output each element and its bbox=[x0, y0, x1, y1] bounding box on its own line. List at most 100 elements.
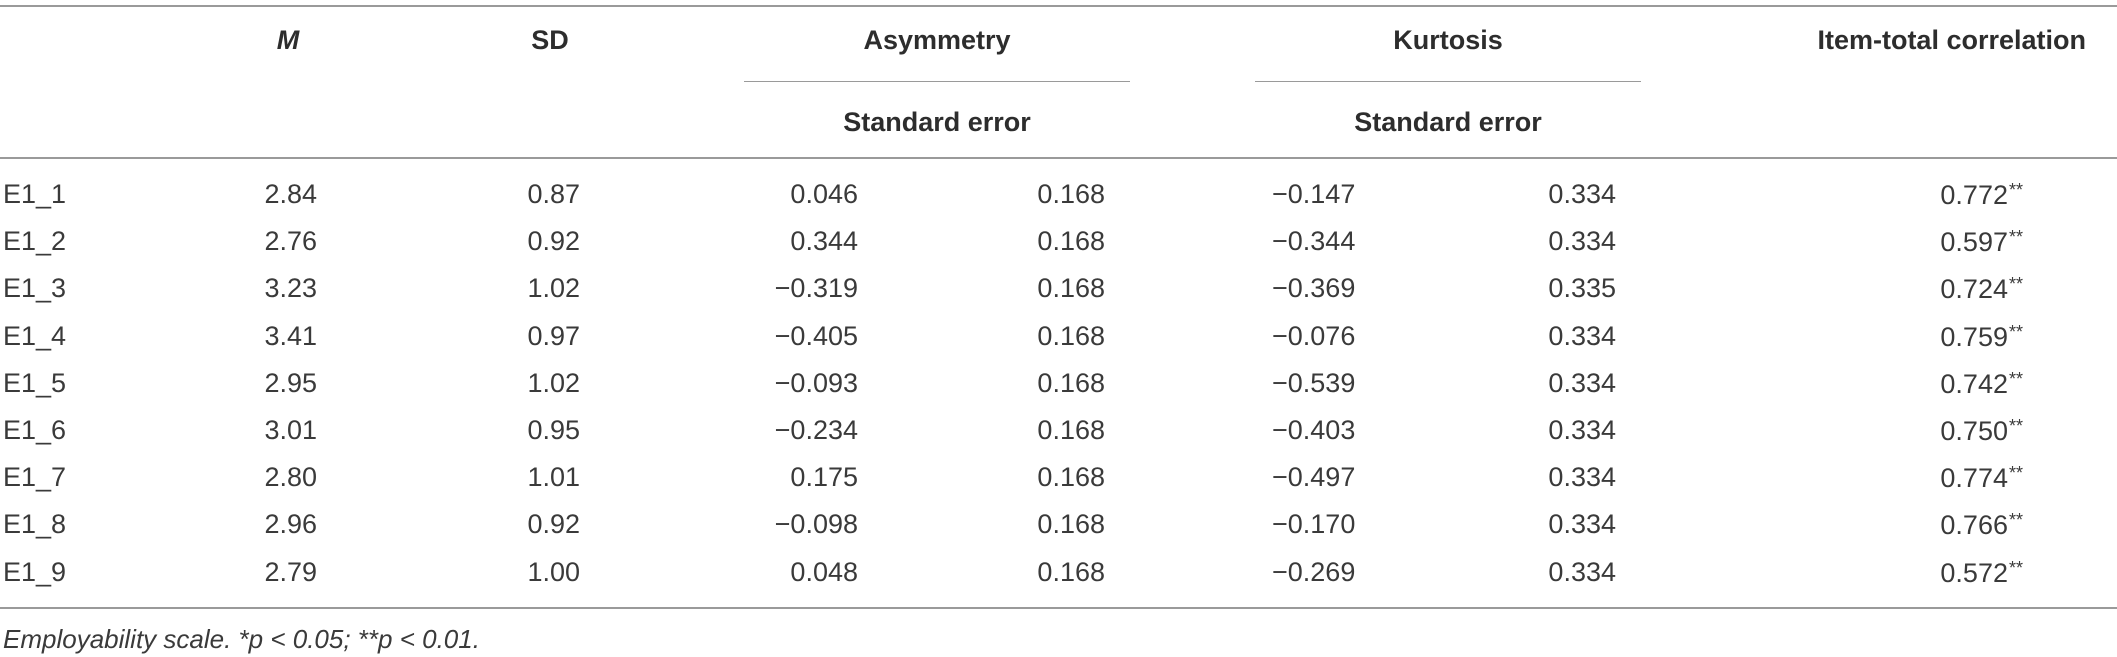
bottom-rule bbox=[0, 607, 2117, 609]
cell-item: E1_8 bbox=[3, 509, 67, 539]
top-rule bbox=[0, 5, 2117, 7]
cell-kurtosis-se: 0.334 bbox=[1548, 179, 1616, 209]
cell-kurtosis-se: 0.334 bbox=[1548, 226, 1616, 256]
cell-kurtosis-se: 0.334 bbox=[1548, 557, 1616, 587]
cell-asymmetry-se: 0.168 bbox=[1037, 509, 1105, 539]
header-sd: SD bbox=[531, 25, 569, 55]
header-kurtosis-standard-error: Standard error bbox=[1354, 107, 1542, 137]
cell-kurtosis-se: 0.335 bbox=[1548, 273, 1616, 303]
cell-sd: 0.87 bbox=[527, 179, 580, 209]
cell-item-total-correlation: 0.742** bbox=[1783, 370, 2023, 398]
cell-kurtosis: −0.170 bbox=[1272, 509, 1356, 539]
cell-asymmetry: −0.093 bbox=[774, 368, 858, 398]
asymmetry-underline bbox=[744, 81, 1130, 82]
cell-item-total-correlation: 0.724** bbox=[1783, 275, 2023, 303]
cell-m: 2.76 bbox=[264, 226, 317, 256]
kurtosis-underline bbox=[1255, 81, 1641, 82]
cell-asymmetry: −0.098 bbox=[774, 509, 858, 539]
significance-marker: ** bbox=[2008, 227, 2023, 247]
cell-item: E1_7 bbox=[3, 462, 67, 492]
cell-kurtosis-se: 0.334 bbox=[1548, 368, 1616, 398]
cell-asymmetry: −0.405 bbox=[774, 321, 858, 351]
cell-item: E1_9 bbox=[3, 557, 67, 587]
header-m: M bbox=[276, 25, 300, 55]
cell-kurtosis: −0.344 bbox=[1272, 226, 1356, 256]
cell-kurtosis: −0.539 bbox=[1272, 368, 1356, 398]
cell-item-total-correlation: 0.772** bbox=[1783, 181, 2023, 209]
cell-asymmetry: 0.175 bbox=[790, 462, 858, 492]
cell-kurtosis-se: 0.334 bbox=[1548, 415, 1616, 445]
cell-sd: 1.02 bbox=[527, 273, 580, 303]
correlation-value: 0.772 bbox=[1940, 180, 2008, 210]
significance-marker: ** bbox=[2008, 369, 2023, 389]
cell-kurtosis-se: 0.334 bbox=[1548, 462, 1616, 492]
cell-item: E1_2 bbox=[3, 226, 67, 256]
cell-kurtosis: −0.076 bbox=[1272, 321, 1356, 351]
cell-m: 2.84 bbox=[264, 179, 317, 209]
cell-kurtosis: −0.269 bbox=[1272, 557, 1356, 587]
cell-item-total-correlation: 0.750** bbox=[1783, 417, 2023, 445]
header-asymmetry-standard-error: Standard error bbox=[843, 107, 1031, 137]
cell-asymmetry: 0.046 bbox=[790, 179, 858, 209]
significance-marker: ** bbox=[2008, 416, 2023, 436]
cell-sd: 1.00 bbox=[527, 557, 580, 587]
cell-kurtosis-se: 0.334 bbox=[1548, 509, 1616, 539]
header-kurtosis: Kurtosis bbox=[1393, 25, 1503, 55]
cell-asymmetry: −0.319 bbox=[774, 273, 858, 303]
significance-marker: ** bbox=[2008, 510, 2023, 530]
significance-marker: ** bbox=[2008, 322, 2023, 342]
cell-sd: 1.01 bbox=[527, 462, 580, 492]
header-rule bbox=[0, 157, 2117, 159]
cell-asymmetry: −0.234 bbox=[774, 415, 858, 445]
cell-asymmetry-se: 0.168 bbox=[1037, 321, 1105, 351]
correlation-value: 0.724 bbox=[1940, 274, 2008, 304]
cell-asymmetry-se: 0.168 bbox=[1037, 179, 1105, 209]
header-asymmetry: Asymmetry bbox=[863, 25, 1011, 55]
significance-marker: ** bbox=[2008, 274, 2023, 294]
cell-asymmetry-se: 0.168 bbox=[1037, 273, 1105, 303]
cell-item: E1_1 bbox=[3, 179, 67, 209]
cell-kurtosis: −0.497 bbox=[1272, 462, 1356, 492]
cell-m: 2.96 bbox=[264, 509, 317, 539]
correlation-value: 0.597 bbox=[1940, 227, 2008, 257]
cell-m: 2.95 bbox=[264, 368, 317, 398]
cell-kurtosis: −0.147 bbox=[1272, 179, 1356, 209]
cell-asymmetry-se: 0.168 bbox=[1037, 462, 1105, 492]
cell-asymmetry: 0.344 bbox=[790, 226, 858, 256]
cell-item-total-correlation: 0.774** bbox=[1783, 464, 2023, 492]
cell-asymmetry-se: 0.168 bbox=[1037, 226, 1105, 256]
correlation-value: 0.750 bbox=[1940, 416, 2008, 446]
cell-sd: 1.02 bbox=[527, 368, 580, 398]
cell-item: E1_3 bbox=[3, 273, 67, 303]
cell-m: 3.01 bbox=[264, 415, 317, 445]
cell-kurtosis-se: 0.334 bbox=[1548, 321, 1616, 351]
cell-item-total-correlation: 0.766** bbox=[1783, 511, 2023, 539]
cell-m: 3.41 bbox=[264, 321, 317, 351]
cell-item: E1_5 bbox=[3, 368, 67, 398]
significance-marker: ** bbox=[2008, 558, 2023, 578]
cell-asymmetry-se: 0.168 bbox=[1037, 557, 1105, 587]
correlation-value: 0.742 bbox=[1940, 369, 2008, 399]
cell-item-total-correlation: 0.597** bbox=[1783, 228, 2023, 256]
cell-asymmetry: 0.048 bbox=[790, 557, 858, 587]
cell-m: 3.23 bbox=[264, 273, 317, 303]
table-footnote: Employability scale. *p < 0.05; **p < 0.… bbox=[3, 624, 480, 654]
significance-marker: ** bbox=[2008, 180, 2023, 200]
cell-asymmetry-se: 0.168 bbox=[1037, 415, 1105, 445]
cell-sd: 0.95 bbox=[527, 415, 580, 445]
cell-m: 2.80 bbox=[264, 462, 317, 492]
significance-marker: ** bbox=[2008, 463, 2023, 483]
correlation-value: 0.774 bbox=[1940, 463, 2008, 493]
cell-item-total-correlation: 0.572** bbox=[1783, 559, 2023, 587]
correlation-value: 0.766 bbox=[1940, 510, 2008, 540]
cell-kurtosis: −0.369 bbox=[1272, 273, 1356, 303]
cell-item: E1_4 bbox=[3, 321, 67, 351]
correlation-value: 0.572 bbox=[1940, 558, 2008, 588]
cell-sd: 0.92 bbox=[527, 226, 580, 256]
correlation-value: 0.759 bbox=[1940, 322, 2008, 352]
cell-kurtosis: −0.403 bbox=[1272, 415, 1356, 445]
cell-asymmetry-se: 0.168 bbox=[1037, 368, 1105, 398]
cell-sd: 0.97 bbox=[527, 321, 580, 351]
cell-item-total-correlation: 0.759** bbox=[1783, 323, 2023, 351]
